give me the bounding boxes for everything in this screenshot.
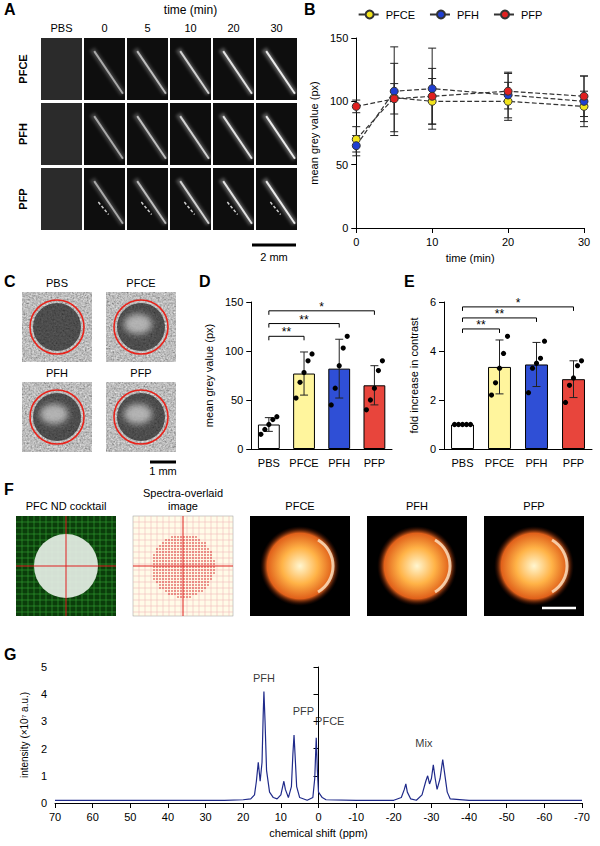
- svg-text:**: **: [476, 318, 486, 332]
- svg-text:20: 20: [227, 22, 239, 34]
- svg-text:1 mm: 1 mm: [149, 465, 177, 477]
- svg-text:1: 1: [41, 770, 47, 782]
- svg-text:PBS: PBS: [46, 277, 68, 289]
- svg-text:-20: -20: [386, 811, 402, 823]
- svg-text:20: 20: [237, 811, 249, 823]
- svg-text:PFH: PFH: [328, 457, 350, 469]
- svg-text:PFP: PFP: [17, 188, 29, 209]
- svg-text:time (min): time (min): [164, 3, 217, 17]
- svg-text:mean grey value (px): mean grey value (px): [203, 324, 215, 427]
- svg-text:0: 0: [353, 236, 359, 248]
- svg-text:PBS: PBS: [452, 457, 474, 469]
- svg-text:PFP: PFP: [521, 9, 542, 21]
- html-text:D: D: [199, 273, 211, 290]
- svg-text:PFC ND cocktail: PFC ND cocktail: [26, 500, 107, 512]
- svg-text:PBS: PBS: [258, 457, 280, 469]
- svg-text:40: 40: [162, 811, 174, 823]
- svg-text:6: 6: [430, 296, 436, 308]
- svg-text:2: 2: [430, 394, 436, 406]
- svg-text:PFH: PFH: [457, 9, 479, 21]
- html-text:C: C: [4, 273, 16, 290]
- svg-text:4: 4: [41, 688, 47, 700]
- svg-text:10: 10: [426, 236, 438, 248]
- svg-text:**: **: [495, 307, 505, 321]
- svg-text:PFH: PFH: [17, 123, 29, 145]
- html-text:F: F: [4, 481, 14, 498]
- svg-text:Spectra-overlaid: Spectra-overlaid: [143, 487, 223, 499]
- svg-text:70: 70: [49, 811, 61, 823]
- svg-text:PFP: PFP: [293, 705, 314, 717]
- svg-text:4: 4: [430, 345, 436, 357]
- svg-text:*: *: [516, 296, 521, 310]
- svg-text:50: 50: [231, 394, 243, 406]
- svg-text:100: 100: [330, 95, 348, 107]
- svg-text:5: 5: [144, 22, 150, 34]
- svg-text:-60: -60: [536, 811, 552, 823]
- svg-text:**: **: [299, 313, 309, 327]
- svg-text:150: 150: [225, 296, 243, 308]
- svg-text:-40: -40: [461, 811, 477, 823]
- svg-text:60: 60: [87, 811, 99, 823]
- html-text:B: B: [304, 1, 316, 18]
- svg-text:0: 0: [315, 811, 321, 823]
- svg-text:-50: -50: [499, 811, 515, 823]
- svg-text:30: 30: [199, 811, 211, 823]
- svg-text:PFP: PFP: [563, 457, 584, 469]
- svg-text:PBS: PBS: [50, 22, 72, 34]
- html-text:A: A: [4, 1, 16, 18]
- svg-text:PFH: PFH: [526, 457, 548, 469]
- svg-text:PFH: PFH: [253, 672, 275, 684]
- svg-text:PFCE: PFCE: [126, 277, 155, 289]
- svg-text:PFP: PFP: [130, 367, 151, 379]
- svg-text:-10: -10: [348, 811, 364, 823]
- svg-text:PFCE: PFCE: [386, 9, 415, 21]
- svg-text:PFP: PFP: [523, 500, 544, 512]
- svg-text:50: 50: [336, 159, 348, 171]
- svg-text:PFCE: PFCE: [289, 457, 318, 469]
- svg-text:PFCE: PFCE: [17, 54, 29, 83]
- svg-text:-30: -30: [423, 811, 439, 823]
- svg-text:intensity (×10⁷ a.u.): intensity (×10⁷ a.u.): [19, 692, 30, 778]
- svg-text:mean grey value (px): mean grey value (px): [308, 81, 320, 184]
- svg-text:150: 150: [330, 32, 348, 44]
- svg-text:image: image: [168, 500, 198, 512]
- svg-text:PFCE: PFCE: [485, 457, 514, 469]
- svg-text:0: 0: [41, 797, 47, 809]
- svg-text:2: 2: [41, 743, 47, 755]
- svg-text:0: 0: [101, 22, 107, 34]
- svg-text:5: 5: [41, 661, 47, 673]
- svg-text:20: 20: [502, 236, 514, 248]
- svg-text:100: 100: [225, 345, 243, 357]
- svg-text:0: 0: [342, 222, 348, 234]
- svg-text:PFCE: PFCE: [315, 715, 344, 727]
- svg-text:30: 30: [578, 236, 590, 248]
- svg-text:10: 10: [275, 811, 287, 823]
- svg-text:50: 50: [124, 811, 136, 823]
- svg-text:**: **: [282, 325, 292, 339]
- svg-text:PFP: PFP: [364, 457, 385, 469]
- svg-text:*: *: [319, 300, 324, 314]
- svg-text:PFH: PFH: [406, 500, 428, 512]
- svg-text:PFH: PFH: [46, 367, 68, 379]
- svg-text:10: 10: [184, 22, 196, 34]
- svg-text:PFCE: PFCE: [285, 500, 314, 512]
- svg-text:0: 0: [237, 443, 243, 455]
- svg-text:Mix: Mix: [415, 737, 433, 749]
- svg-text:-70: -70: [574, 811, 590, 823]
- html-text:G: G: [4, 646, 17, 663]
- html-text:E: E: [404, 273, 415, 290]
- svg-text:2 mm: 2 mm: [260, 251, 288, 263]
- svg-text:fold increase in contrast: fold increase in contrast: [408, 317, 420, 433]
- svg-text:0: 0: [430, 443, 436, 455]
- svg-text:30: 30: [270, 22, 282, 34]
- svg-text:3: 3: [41, 715, 47, 727]
- svg-text:chemical shift (ppm): chemical shift (ppm): [269, 827, 367, 839]
- svg-text:time (min): time (min): [446, 252, 495, 264]
